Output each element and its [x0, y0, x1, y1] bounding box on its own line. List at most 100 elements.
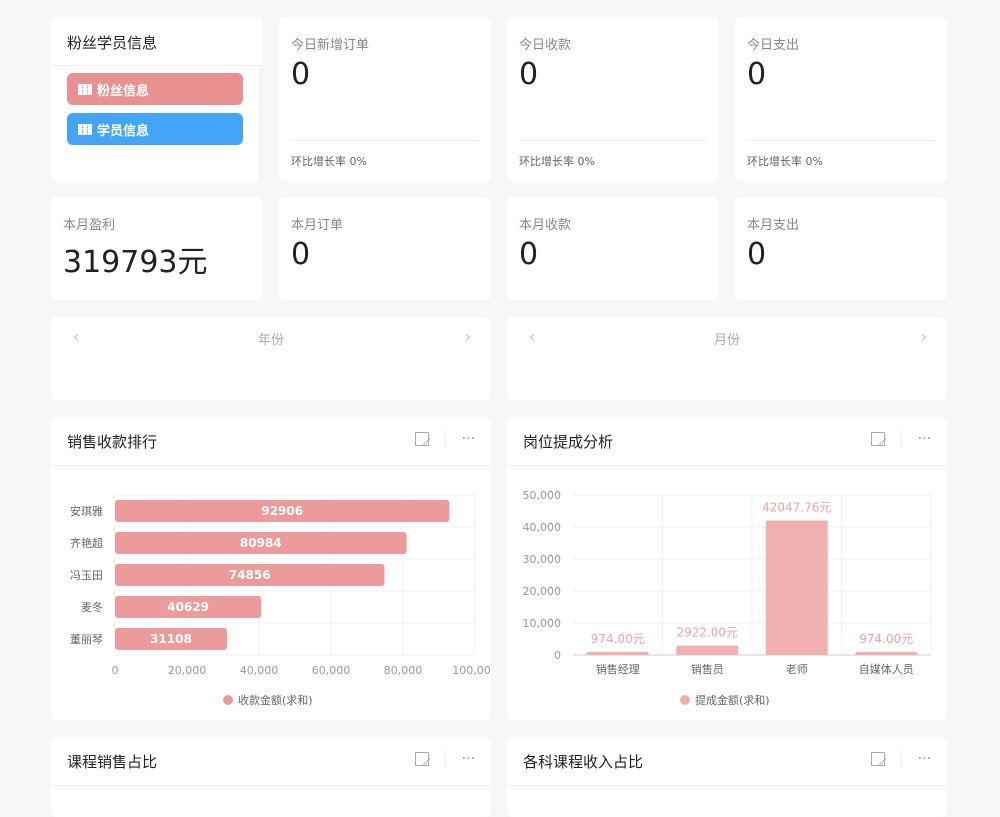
- y-tick-label: 冯玉田: [70, 569, 103, 582]
- growth-rate: 环比增长率 0%: [291, 155, 367, 168]
- panel-title: 岗位提成分析: [523, 433, 614, 451]
- fan-info-label: 粉丝信息: [97, 83, 150, 99]
- y-tick-label: 10,000: [523, 617, 562, 630]
- legend-marker: [223, 695, 233, 705]
- data-label: 92906: [261, 504, 303, 518]
- external-link-icon[interactable]: [414, 432, 429, 446]
- next-month-icon[interactable]: ›: [920, 327, 927, 346]
- prev-year-icon[interactable]: ‹: [73, 327, 80, 346]
- today-stat-card: 今日新增订单 0 环比增长率 0%: [279, 17, 491, 181]
- data-label: 974.00元: [591, 632, 645, 646]
- y-tick-label: 30,000: [523, 553, 562, 566]
- more-icon[interactable]: ···: [461, 431, 475, 447]
- data-label: 42047.76元: [762, 500, 831, 514]
- x-tick-label: 100,000: [452, 664, 491, 677]
- chart-panel: 岗位提成分析 ··· 0 10,000 20,000 30,000 40,000 50,0…: [507, 417, 947, 720]
- month-picker: ‹ 月份 ›: [507, 317, 947, 400]
- stat-label: 今日支出: [747, 38, 800, 53]
- growth-rate: 环比增长率 0%: [519, 155, 595, 168]
- bar: [676, 645, 739, 655]
- stat-label: 本月订单: [291, 218, 344, 233]
- x-tick-label: 自媒体人员: [859, 662, 914, 676]
- y-tick-label: 50,000: [523, 489, 562, 502]
- stat-value: 319793元: [63, 245, 208, 280]
- stat-value: 0: [291, 237, 311, 272]
- stat-value: 0: [747, 237, 767, 272]
- stat-value: 0: [519, 237, 539, 272]
- stat-value: 0: [291, 57, 311, 92]
- chart-panel: 课程销售占比 ···: [51, 737, 491, 817]
- chart-panel: 各科课程收入占比 ···: [507, 737, 947, 817]
- month-stat-card: 本月收款 0: [507, 197, 719, 300]
- x-tick-label: 20,000: [168, 664, 207, 677]
- bar: [855, 651, 918, 655]
- chart-svg: 0 20,000 40,000 60,000 80,000 100,000 92906 安琪雅…: [70, 494, 491, 707]
- panel-title: 销售收款排行: [67, 433, 158, 451]
- stat-value: 0: [519, 57, 539, 92]
- data-label: 2922.00元: [676, 626, 738, 640]
- bar: [115, 564, 385, 586]
- month-stat-card: 本月订单 0: [279, 197, 491, 300]
- x-tick-label: 销售经理: [596, 662, 640, 676]
- bar: [765, 520, 828, 655]
- student-info-label: 学员信息: [97, 123, 150, 139]
- y-tick-label: 20,000: [523, 585, 562, 598]
- bar: [115, 500, 450, 522]
- month-label: 月份: [713, 333, 740, 348]
- x-tick-label: 老师: [786, 663, 808, 676]
- data-label: 974.00元: [859, 632, 913, 646]
- chart-svg: 0 10,000 20,000 30,000 40,000 50,000 974.00元销售…: [523, 489, 932, 707]
- data-label: 31108: [150, 632, 192, 646]
- stat-label: 本月收款: [519, 218, 572, 233]
- fan-student-card: 粉丝学员信息 粉丝信息 学员信息: [51, 17, 263, 181]
- student-info-button[interactable]: 学员信息: [67, 113, 243, 145]
- growth-rate: 环比增长率 0%: [747, 155, 823, 168]
- bar: [115, 596, 262, 618]
- stat-label: 本月支出: [747, 218, 800, 233]
- more-icon[interactable]: ···: [917, 431, 931, 447]
- external-link-icon[interactable]: [870, 432, 885, 446]
- x-tick-label: 60,000: [312, 664, 351, 677]
- panel-title: 课程销售占比: [67, 753, 158, 771]
- x-tick-label: 40,000: [240, 664, 279, 677]
- legend-label: 收款金额(求和): [238, 693, 313, 707]
- fan-card-title: 粉丝学员信息: [67, 34, 158, 52]
- table-icon: [78, 123, 92, 135]
- stat-label: 今日收款: [519, 38, 572, 53]
- external-link-icon[interactable]: [870, 752, 885, 766]
- y-tick-label: 安琪雅: [70, 504, 103, 518]
- prev-month-icon[interactable]: ‹: [529, 327, 536, 346]
- y-tick-label: 0: [554, 649, 561, 662]
- stat-value: 0: [747, 57, 767, 92]
- panel-title: 各科课程收入占比: [523, 753, 644, 771]
- y-tick-label: 40,000: [523, 521, 562, 534]
- year-picker: ‹ 年份 ›: [51, 317, 491, 400]
- y-tick-label: 董丽琴: [70, 633, 103, 646]
- bar: [115, 628, 227, 650]
- fan-info-button[interactable]: 粉丝信息: [67, 73, 243, 105]
- y-tick-label: 齐艳超: [70, 536, 103, 550]
- legend-label: 提成金额(求和): [695, 693, 770, 707]
- today-stat-card: 今日支出 0 环比增长率 0%: [735, 17, 947, 181]
- stat-label: 今日新增订单: [291, 38, 370, 53]
- month-stat-card: 本月盈利 319793元: [51, 197, 263, 300]
- more-icon[interactable]: ···: [461, 751, 475, 767]
- stat-label: 本月盈利: [63, 218, 116, 233]
- data-label: 40629: [167, 600, 209, 614]
- chart-panel: 销售收款排行 ··· 0 20,000 40,000 60,000 80,000 100,…: [51, 417, 491, 720]
- bar: [586, 651, 649, 655]
- external-link-icon[interactable]: [414, 752, 429, 766]
- legend-marker: [680, 695, 690, 705]
- table-icon: [78, 83, 92, 95]
- month-stat-card: 本月支出 0: [735, 197, 947, 300]
- today-stat-card: 今日收款 0 环比增长率 0%: [507, 17, 719, 181]
- x-tick-label: 0: [112, 664, 119, 677]
- x-tick-label: 80,000: [384, 664, 423, 677]
- bar: [115, 532, 407, 554]
- data-label: 80984: [240, 536, 282, 550]
- x-tick-label: 销售员: [691, 662, 724, 676]
- next-year-icon[interactable]: ›: [464, 327, 471, 346]
- y-tick-label: 麦冬: [81, 600, 103, 614]
- data-label: 74856: [229, 568, 271, 582]
- more-icon[interactable]: ···: [917, 751, 931, 767]
